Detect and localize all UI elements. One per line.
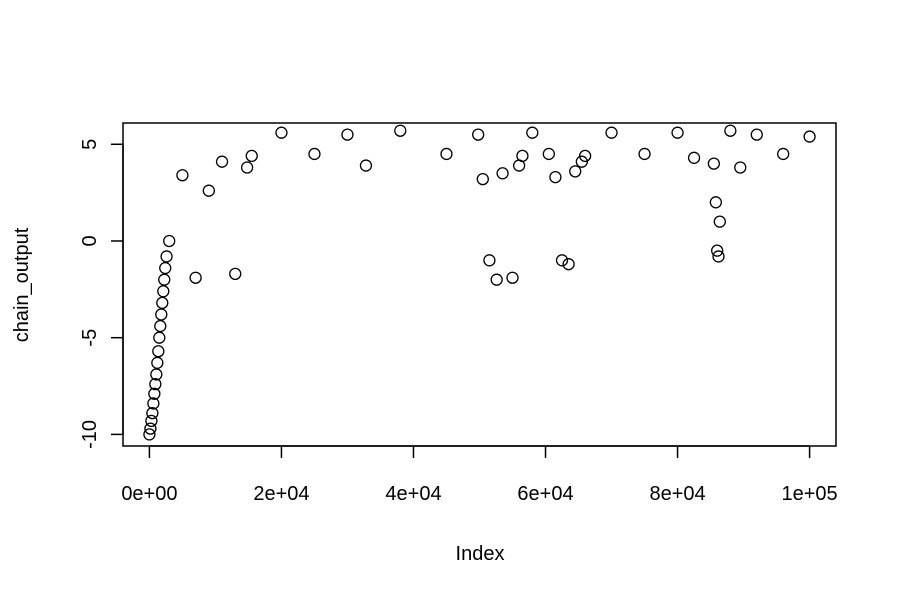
data-point	[163, 234, 176, 248]
x-tick-label: 6e+04	[517, 483, 573, 505]
data-point	[483, 254, 496, 267]
x-tick-label: 2e+04	[253, 483, 309, 505]
data-point	[526, 126, 539, 139]
data-point	[154, 319, 167, 333]
data-point	[711, 244, 724, 257]
data-point	[777, 147, 790, 161]
data-point	[359, 159, 373, 172]
data-point	[713, 215, 726, 228]
data-point	[709, 196, 722, 209]
y-tick-label: 0	[79, 235, 101, 246]
data-point	[240, 161, 254, 174]
data-point	[490, 273, 503, 286]
data-point	[712, 250, 725, 263]
data-point	[158, 273, 171, 286]
data-point	[562, 258, 575, 271]
data-point	[440, 147, 453, 161]
data-point	[308, 147, 321, 161]
data-point	[578, 149, 592, 163]
data-point	[147, 397, 160, 410]
data-point	[605, 126, 618, 139]
data-point	[153, 331, 166, 344]
data-point	[549, 171, 562, 184]
data-point	[394, 124, 407, 137]
data-point	[149, 377, 162, 391]
data-point	[638, 147, 651, 161]
data-point	[151, 356, 164, 369]
plot-frame	[122, 122, 837, 447]
x-axis-title: Index	[456, 543, 505, 565]
data-point	[724, 124, 737, 137]
data-point	[575, 155, 588, 168]
data-point	[542, 147, 555, 161]
data-point	[341, 128, 354, 141]
data-point	[160, 250, 173, 263]
data-point	[472, 128, 485, 141]
y-tick-label: -10	[79, 420, 101, 449]
data-point	[569, 165, 582, 178]
data-point	[671, 126, 684, 139]
data-point	[150, 368, 163, 381]
data-point	[189, 271, 202, 284]
data-point	[143, 428, 156, 441]
x-tick-label: 4e+04	[385, 483, 441, 505]
data-point	[152, 345, 165, 358]
data-point	[157, 285, 170, 298]
data-point	[159, 261, 172, 275]
data-point	[176, 169, 189, 182]
data-point	[155, 308, 168, 321]
y-tick-label: -5	[79, 329, 101, 347]
data-point	[245, 149, 258, 163]
data-point	[146, 406, 159, 420]
y-axis: -10 -5 0 5	[79, 139, 124, 449]
data-point	[148, 387, 161, 400]
data-point	[229, 267, 242, 281]
data-point	[156, 296, 169, 310]
x-tick-label: 1e+05	[782, 483, 838, 505]
data-point	[506, 271, 519, 284]
data-point	[202, 184, 215, 197]
y-tick-label: 5	[79, 139, 101, 150]
data-point	[145, 414, 158, 428]
data-point	[516, 149, 529, 163]
x-tick-label: 0e+00	[121, 483, 177, 505]
data-point	[215, 155, 229, 168]
data-point	[687, 151, 701, 164]
data-point	[734, 161, 747, 174]
data-point	[750, 128, 763, 141]
marks-layer	[143, 124, 816, 441]
data-point	[707, 157, 721, 170]
data-point	[275, 126, 288, 139]
data-point	[496, 167, 509, 180]
y-axis-title: chain_output	[11, 227, 33, 342]
x-tick-label: 8e+04	[649, 483, 705, 505]
data-point	[555, 254, 569, 267]
x-axis: 0e+00 2e+04 4e+04 6e+04 8e+04 1e+05	[121, 445, 838, 505]
data-point	[476, 172, 489, 186]
data-point	[803, 130, 816, 143]
data-point	[144, 422, 157, 435]
